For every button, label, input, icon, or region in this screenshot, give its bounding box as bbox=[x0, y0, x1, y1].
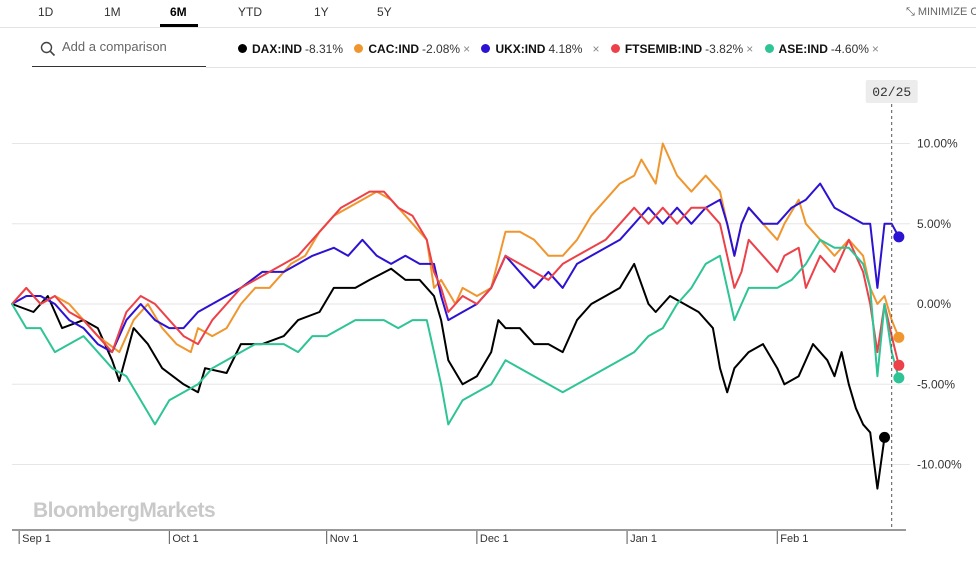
series-color-dot bbox=[764, 44, 774, 53]
end-marker-dax bbox=[879, 431, 891, 443]
time-range-selector: 1D 1M 6M YTD 1Y 5Y bbox=[0, 0, 900, 28]
end-marker-ukx bbox=[893, 231, 905, 243]
remove-ukx-icon[interactable]: × bbox=[592, 42, 600, 56]
legend-symbol: FTSEMIB:IND bbox=[624, 42, 703, 56]
range-1d[interactable]: 1D bbox=[38, 5, 54, 19]
x-tick-label: Nov 1 bbox=[330, 533, 359, 545]
legend-symbol: UKX:IND bbox=[495, 42, 546, 56]
end-marker-cac bbox=[893, 331, 905, 343]
range-5y[interactable]: 5Y bbox=[377, 5, 392, 19]
minimize-button[interactable]: ⤡ MINIMIZE C bbox=[906, 6, 976, 19]
x-tick-label: Jan 1 bbox=[630, 533, 657, 545]
range-6m[interactable]: 6M bbox=[170, 5, 187, 19]
legend-change: 4.18% bbox=[548, 42, 583, 56]
series-line-cac bbox=[11, 142, 900, 354]
legend-item-ftsemib[interactable]: FTSEMIB:IND -3.82% × bbox=[610, 42, 754, 56]
legend-change: -3.82% bbox=[705, 42, 744, 56]
toolbar-divider bbox=[0, 27, 976, 28]
y-tick-label: 10.00% bbox=[917, 137, 958, 151]
remove-ase-icon[interactable]: × bbox=[871, 42, 879, 56]
legend-item-ukx[interactable]: UKX:IND 4.18% × bbox=[481, 42, 599, 56]
search-icon bbox=[40, 41, 56, 57]
x-tick-label: Dec 1 bbox=[480, 533, 509, 545]
legend-symbol: ASE:IND bbox=[778, 42, 828, 56]
legend-change: -8.31% bbox=[305, 42, 344, 56]
legend-divider bbox=[206, 67, 976, 68]
y-tick-label: -5.00% bbox=[917, 377, 955, 391]
price-chart[interactable]: 10.00% 5.00% 0.00% -5.00% -10.00% Sep 1 Oct 1 N… bbox=[0, 72, 976, 562]
legend-symbol: CAC:IND bbox=[368, 42, 420, 56]
y-tick-label: 0.00% bbox=[917, 297, 951, 311]
crosshair-date-box bbox=[865, 80, 918, 103]
legend-item-cac[interactable]: CAC:IND -2.08% × bbox=[354, 42, 470, 56]
remove-ftsemib-icon[interactable]: × bbox=[746, 42, 754, 56]
series-color-dot bbox=[238, 44, 247, 53]
end-marker-ftsemib bbox=[893, 359, 905, 371]
legend-change: -4.60% bbox=[830, 42, 869, 56]
search-input[interactable] bbox=[62, 39, 202, 54]
x-tick-label: Feb 1 bbox=[780, 533, 808, 545]
x-tick-label: Oct 1 bbox=[172, 533, 198, 545]
series-color-dot bbox=[481, 44, 491, 53]
series-line-ftsemib bbox=[11, 190, 900, 367]
series-color-dot bbox=[610, 44, 620, 53]
remove-cac-icon[interactable]: × bbox=[463, 42, 471, 56]
range-ytd[interactable]: YTD bbox=[238, 5, 262, 19]
series-line-dax bbox=[11, 262, 886, 490]
bloomberg-markets-watermark: BloombergMarkets bbox=[33, 499, 216, 522]
comparison-search[interactable] bbox=[32, 36, 206, 67]
end-marker-ase bbox=[893, 372, 905, 384]
crosshair-date-label: 02/25 bbox=[872, 85, 911, 100]
active-range-indicator bbox=[160, 24, 198, 27]
y-tick-label: 5.00% bbox=[917, 217, 951, 231]
collapse-arrows-icon: ⤡ bbox=[906, 6, 915, 18]
series-line-ukx bbox=[11, 182, 900, 354]
range-1m[interactable]: 1M bbox=[104, 5, 121, 19]
chart-legend: DAX:IND -8.31% CAC:IND -2.08% × UKX:IND 4.18… bbox=[238, 42, 887, 56]
minimize-label: MINIMIZE C bbox=[917, 6, 976, 18]
legend-change: -2.08% bbox=[422, 42, 461, 56]
legend-item-ase[interactable]: ASE:IND -4.60% × bbox=[764, 42, 879, 56]
series-color-dot bbox=[354, 44, 364, 53]
series-line-ase bbox=[11, 238, 900, 426]
y-tick-label: -10.00% bbox=[917, 458, 962, 472]
range-1y[interactable]: 1Y bbox=[314, 5, 329, 19]
legend-symbol: DAX:IND bbox=[252, 42, 302, 56]
x-tick-label: Sep 1 bbox=[22, 533, 51, 545]
legend-item-dax[interactable]: DAX:IND -8.31% bbox=[238, 42, 343, 56]
